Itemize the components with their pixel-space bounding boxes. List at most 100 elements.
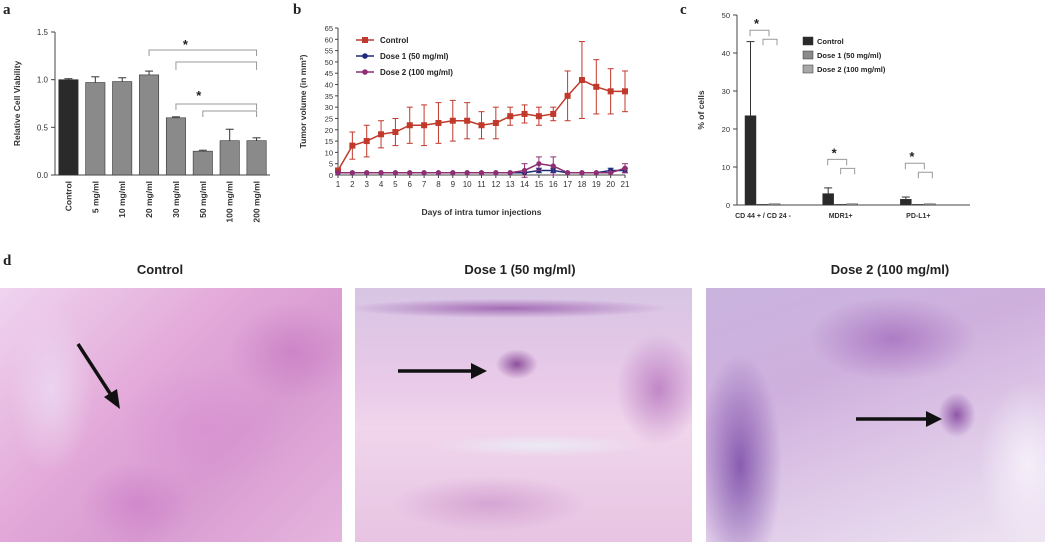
y-tick-label: 30	[722, 87, 730, 96]
x-tick-label: 5	[393, 180, 398, 189]
data-point	[607, 88, 614, 95]
data-point	[492, 119, 499, 126]
data-point	[493, 170, 499, 176]
y-tick-label: 20	[325, 126, 333, 135]
micrograph-title-dose1: Dose 1 (50 mg/ml)	[464, 262, 576, 277]
data-point	[579, 170, 585, 176]
y-axis-label: % of cells	[696, 90, 706, 129]
x-tick-label: 17	[563, 180, 572, 189]
micrograph-control	[0, 288, 342, 542]
y-tick-label: 0	[329, 171, 333, 180]
data-point	[435, 119, 442, 126]
x-tick-label: 20 mg/ml	[144, 181, 154, 218]
bar	[768, 203, 781, 206]
y-tick-label: 40	[722, 49, 730, 58]
bar	[834, 203, 846, 206]
y-tick-label: 40	[325, 81, 333, 90]
data-point	[593, 170, 599, 176]
y-tick-label: 60	[325, 35, 333, 44]
x-tick-label: 5 mg/ml	[90, 181, 100, 213]
y-tick-label: 20	[722, 125, 730, 134]
y-tick-label: 0.0	[37, 171, 49, 180]
bar	[165, 117, 186, 176]
x-tick-label: 18	[577, 180, 586, 189]
data-point	[349, 170, 355, 176]
significance-bracket	[840, 167, 856, 175]
x-tick-label: 200 mg/ml	[252, 181, 262, 223]
bar	[900, 199, 912, 206]
micrograph-dose1	[355, 288, 692, 542]
data-point	[593, 83, 600, 90]
legend-label: Dose 1 (50 mg/ml)	[817, 51, 882, 60]
data-point	[536, 161, 542, 167]
data-point	[450, 170, 456, 176]
y-tick-label: 35	[325, 92, 333, 101]
significance-star: *	[909, 149, 915, 164]
data-point	[378, 170, 384, 176]
y-tick-label: 55	[325, 47, 333, 56]
significance-star: *	[183, 37, 189, 52]
y-tick-label: 1.5	[37, 28, 49, 37]
x-tick-label: 21	[621, 180, 630, 189]
legend-label: Dose 2 (100 mg/ml)	[380, 68, 453, 77]
x-tick-label: 50 mg/ml	[198, 181, 208, 218]
x-tick-label: 13	[506, 180, 515, 189]
bar	[112, 81, 133, 176]
y-tick-label: 30	[325, 103, 333, 112]
significance-bracket	[175, 103, 258, 110]
arrow-dose2	[856, 411, 942, 427]
x-tick-label: 15	[534, 180, 543, 189]
significance-bracket	[148, 49, 258, 56]
data-point	[335, 170, 341, 176]
x-tick-label: PD-L1+	[906, 213, 930, 220]
legend-label: Dose 2 (100 mg/ml)	[817, 65, 886, 74]
data-point	[407, 170, 413, 176]
bar	[846, 203, 858, 206]
data-point	[507, 170, 513, 176]
data-point	[449, 117, 456, 124]
data-point	[349, 142, 356, 149]
significance-star: *	[196, 88, 202, 103]
significance-bracket	[202, 110, 258, 117]
y-tick-label: 50	[722, 11, 730, 20]
bar	[912, 203, 924, 206]
x-tick-label: 20	[606, 180, 615, 189]
x-tick-label: 14	[520, 180, 529, 189]
data-point	[392, 170, 398, 176]
x-tick-label: 4	[379, 180, 384, 189]
data-point	[564, 92, 571, 99]
x-tick-label: MDR1+	[829, 213, 853, 220]
data-point	[364, 170, 370, 176]
x-tick-label: 1	[336, 180, 341, 189]
data-point	[578, 77, 585, 84]
data-point	[378, 131, 385, 138]
x-tick-label: CD 44 + / CD 24 -	[735, 213, 791, 220]
x-tick-label: 3	[364, 180, 369, 189]
legend-label: Dose 1 (50 mg/ml)	[380, 52, 449, 61]
data-point	[435, 170, 442, 176]
significance-bracket	[175, 61, 258, 70]
y-tick-label: 10	[722, 163, 730, 172]
bar	[219, 140, 240, 176]
cell-percentage-bar-chart: 0 10 20 30 40 50 % of cells CD 44 + / CD 24 - MD…	[696, 11, 970, 220]
x-tick-label: Control	[63, 181, 73, 211]
micrograph-dose2	[706, 288, 1045, 542]
y-tick-label: 25	[325, 114, 333, 123]
data-point	[421, 170, 427, 176]
significance-bracket	[917, 171, 933, 179]
y-tick-label: 65	[325, 24, 333, 33]
bar	[58, 79, 79, 176]
bar	[192, 150, 213, 176]
significance-bracket	[762, 38, 778, 46]
bar	[924, 203, 936, 206]
x-tick-label: 10 mg/ml	[117, 181, 127, 218]
legend-marker	[362, 37, 368, 43]
bar	[246, 140, 267, 176]
data-point	[622, 88, 628, 95]
data-point	[478, 170, 485, 176]
x-tick-label: 12	[491, 180, 500, 189]
arrow-dose1	[398, 363, 487, 379]
x-tick-label: 11	[477, 180, 486, 189]
panel-letter-d: d	[3, 253, 12, 269]
